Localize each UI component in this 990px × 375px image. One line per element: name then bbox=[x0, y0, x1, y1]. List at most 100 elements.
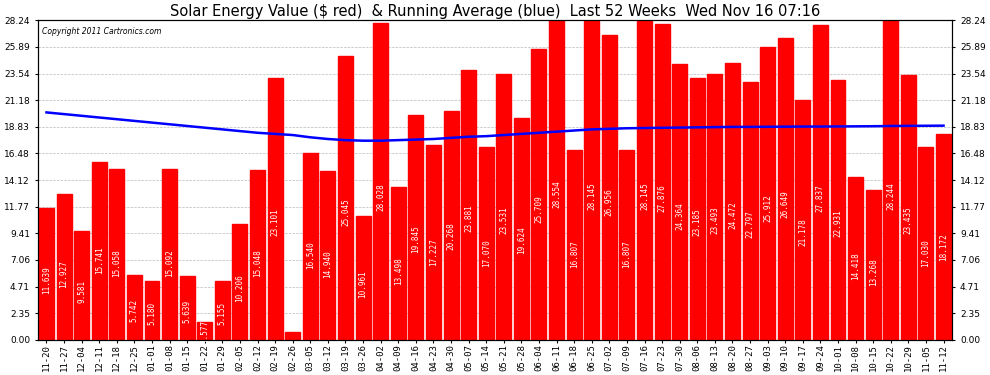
Bar bbox=[250, 170, 265, 340]
Bar bbox=[373, 23, 388, 340]
Text: 23.101: 23.101 bbox=[270, 209, 279, 236]
Bar bbox=[92, 162, 107, 340]
Bar bbox=[778, 38, 793, 340]
Text: Copyright 2011 Cartronics.com: Copyright 2011 Cartronics.com bbox=[43, 27, 161, 36]
Text: 26.649: 26.649 bbox=[781, 190, 790, 218]
Bar bbox=[883, 20, 898, 340]
Text: 25.912: 25.912 bbox=[763, 194, 772, 222]
Text: 25.045: 25.045 bbox=[341, 198, 350, 226]
Text: 19.624: 19.624 bbox=[517, 226, 526, 254]
Text: 5.639: 5.639 bbox=[183, 300, 192, 322]
Text: 16.807: 16.807 bbox=[623, 240, 632, 268]
Bar bbox=[795, 100, 810, 340]
Text: 16.807: 16.807 bbox=[569, 240, 578, 268]
Bar bbox=[303, 153, 318, 340]
Text: 23.435: 23.435 bbox=[904, 207, 913, 234]
Text: 15.058: 15.058 bbox=[112, 249, 122, 277]
Text: 14.940: 14.940 bbox=[324, 250, 333, 278]
Text: 5.155: 5.155 bbox=[218, 302, 227, 325]
Bar bbox=[760, 46, 775, 340]
Text: 14.418: 14.418 bbox=[851, 252, 860, 280]
Bar bbox=[285, 332, 300, 340]
Text: 12.927: 12.927 bbox=[59, 260, 68, 288]
Bar bbox=[708, 74, 723, 340]
Bar bbox=[355, 216, 370, 340]
Bar bbox=[479, 147, 494, 340]
Text: 21.178: 21.178 bbox=[798, 218, 807, 246]
Bar bbox=[602, 35, 617, 340]
Bar bbox=[496, 74, 511, 340]
Text: 10.961: 10.961 bbox=[358, 270, 367, 298]
Bar bbox=[919, 147, 934, 340]
Text: 17.030: 17.030 bbox=[922, 239, 931, 267]
Bar bbox=[444, 111, 458, 340]
Bar bbox=[637, 21, 652, 340]
Text: 9.581: 9.581 bbox=[77, 279, 86, 303]
Text: 27.837: 27.837 bbox=[816, 184, 825, 212]
Text: 15.741: 15.741 bbox=[95, 246, 104, 273]
Text: 5.742: 5.742 bbox=[130, 299, 139, 322]
Text: 22.931: 22.931 bbox=[834, 209, 842, 237]
Text: 20.268: 20.268 bbox=[446, 223, 455, 251]
Bar bbox=[408, 115, 424, 340]
Text: 11.639: 11.639 bbox=[42, 267, 50, 294]
Text: 5.180: 5.180 bbox=[148, 302, 156, 325]
Text: 23.531: 23.531 bbox=[499, 206, 508, 234]
Text: 17.227: 17.227 bbox=[429, 238, 438, 266]
Bar bbox=[391, 187, 406, 340]
Bar bbox=[672, 64, 687, 340]
Bar bbox=[725, 63, 740, 340]
Text: 28.145: 28.145 bbox=[640, 183, 649, 210]
Bar bbox=[321, 171, 336, 340]
Text: 19.845: 19.845 bbox=[412, 225, 421, 253]
Bar bbox=[39, 208, 53, 340]
Bar bbox=[937, 134, 951, 340]
Text: 15.092: 15.092 bbox=[165, 249, 174, 277]
Text: 18.172: 18.172 bbox=[940, 233, 948, 261]
Text: 16.540: 16.540 bbox=[306, 242, 315, 270]
Bar bbox=[162, 169, 177, 340]
Bar bbox=[848, 177, 863, 340]
Text: 26.956: 26.956 bbox=[605, 189, 614, 216]
Bar bbox=[145, 281, 159, 340]
Text: 15.048: 15.048 bbox=[253, 249, 262, 277]
Bar bbox=[901, 75, 916, 340]
Bar bbox=[654, 24, 669, 340]
Bar bbox=[426, 145, 441, 340]
Text: 28.554: 28.554 bbox=[552, 180, 561, 208]
Text: 25.709: 25.709 bbox=[535, 195, 544, 223]
Text: 22.797: 22.797 bbox=[745, 210, 754, 238]
Text: 17.070: 17.070 bbox=[482, 239, 491, 267]
Text: 27.876: 27.876 bbox=[657, 184, 666, 212]
Bar bbox=[566, 150, 582, 340]
Text: 24.364: 24.364 bbox=[675, 202, 684, 229]
Bar bbox=[813, 25, 828, 340]
Text: 28.028: 28.028 bbox=[376, 183, 385, 211]
Text: 23.185: 23.185 bbox=[693, 208, 702, 236]
Bar bbox=[74, 231, 89, 340]
Bar bbox=[338, 57, 353, 340]
Text: 13.268: 13.268 bbox=[868, 258, 878, 286]
Text: 13.498: 13.498 bbox=[394, 257, 403, 285]
Bar bbox=[215, 282, 230, 340]
Bar bbox=[532, 49, 546, 340]
Bar bbox=[742, 82, 757, 340]
Bar bbox=[233, 224, 248, 340]
Bar bbox=[690, 78, 705, 340]
Text: 1.577: 1.577 bbox=[200, 320, 209, 344]
Bar bbox=[549, 17, 564, 340]
Bar bbox=[584, 21, 599, 340]
Bar bbox=[461, 70, 476, 340]
Bar bbox=[620, 150, 635, 340]
Text: 28.244: 28.244 bbox=[886, 182, 895, 210]
Text: 24.472: 24.472 bbox=[728, 201, 737, 229]
Bar bbox=[197, 322, 212, 340]
Text: 23.881: 23.881 bbox=[464, 204, 473, 232]
Bar bbox=[831, 80, 845, 340]
Bar bbox=[127, 275, 142, 340]
Bar bbox=[180, 276, 195, 340]
Text: 28.145: 28.145 bbox=[587, 183, 596, 210]
Text: 23.493: 23.493 bbox=[711, 206, 720, 234]
Title: Solar Energy Value ($ red)  & Running Average (blue)  Last 52 Weeks  Wed Nov 16 : Solar Energy Value ($ red) & Running Ave… bbox=[170, 4, 820, 19]
Bar bbox=[865, 190, 881, 340]
